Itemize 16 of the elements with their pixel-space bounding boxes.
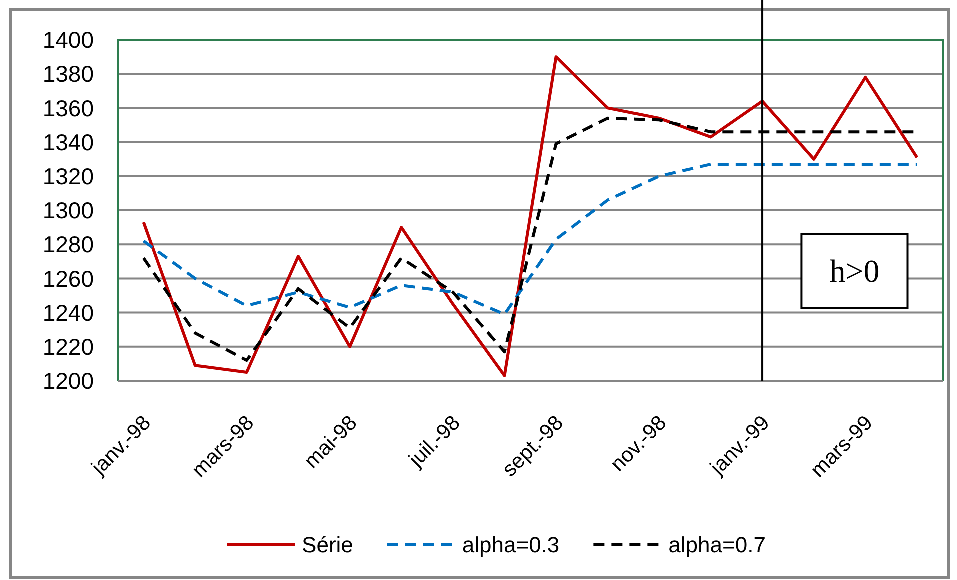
- y-tick-label: 1200: [42, 368, 94, 394]
- y-tick-label: 1280: [42, 232, 94, 258]
- y-tick-label: 1320: [42, 163, 94, 190]
- annotation: h>0: [830, 253, 880, 290]
- legend-label: alpha=0.7: [668, 532, 766, 558]
- y-tick-label: 1220: [42, 334, 94, 360]
- legend-label: Série: [302, 532, 354, 558]
- y-tick-label: 1400: [42, 27, 94, 54]
- y-tick-label: 1260: [42, 266, 94, 292]
- legend-label: alpha=0.3: [462, 532, 560, 558]
- y-tick-label: 1380: [42, 61, 94, 88]
- line-series: [142, 162, 919, 316]
- y-tick-label: 1360: [42, 95, 94, 122]
- y-tick-label: 1240: [42, 300, 94, 326]
- y-tick-label: 1340: [42, 129, 94, 156]
- y-tick-label: 1300: [42, 198, 94, 224]
